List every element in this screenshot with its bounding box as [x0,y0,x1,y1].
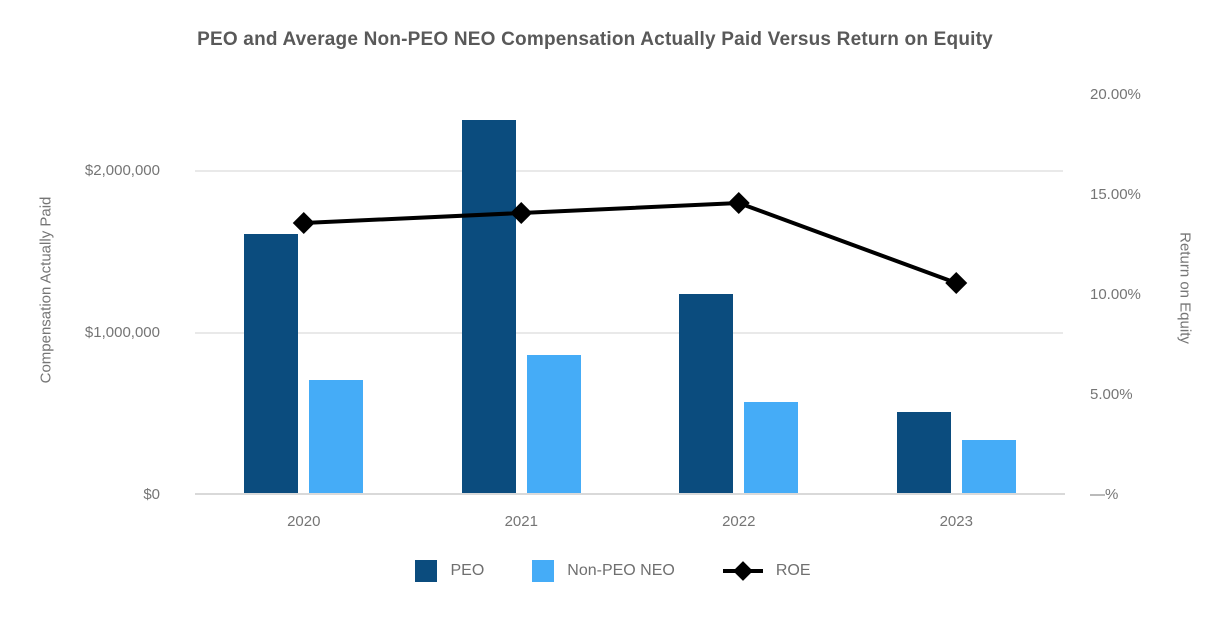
legend-label-peo: PEO [450,562,485,579]
bar-peo-2020 [244,233,299,493]
roe-marker-diamond-icon [732,561,753,581]
bar-peo-2022 [679,293,734,493]
non-peo-neo-swatch-icon [532,560,555,582]
left-axis-tick: $0 [143,486,160,503]
chart-title: PEO and Average Non-PEO NEO Compensation… [197,29,993,50]
right-axis-tick: 5.00% [1090,386,1133,403]
bar-peo-2023 [896,412,951,493]
right-axis-tick: 10.00% [1090,286,1141,303]
roe-point-2020 [292,212,315,234]
roe-point-2023 [945,272,968,294]
legend-label-non-peo-neo: Non-PEO NEO [567,562,675,579]
legend-item-roe: ROE [722,560,811,582]
roe-line-marker-icon [722,560,763,582]
roe-point-2022 [727,192,750,214]
bar-non-peo-neo-2022 [744,402,799,493]
right-axis-title: Return on Equity [1176,232,1194,344]
gridline [195,332,1063,334]
bar-peo-2021 [461,120,516,493]
peo-swatch-icon [415,560,438,582]
x-axis-label-2023: 2023 [939,513,973,530]
bar-non-peo-neo-2020 [309,379,364,493]
left-axis-title: Compensation Actually Paid [37,196,55,384]
plot-area [195,90,1065,495]
x-axis-label-2020: 2020 [287,513,321,530]
left-axis-tick: $1,000,000 [84,324,160,341]
right-axis-tick: 20.00% [1090,86,1141,103]
legend: PEO Non-PEO NEO ROE [0,560,1226,582]
bar-non-peo-neo-2021 [526,355,581,493]
legend-label-roe: ROE [775,562,811,579]
x-axis-label-2021: 2021 [504,513,538,530]
gridline [195,170,1063,172]
left-axis-tick: $2,000,000 [84,162,160,179]
bar-non-peo-neo-2023 [961,439,1016,493]
legend-item-peo: PEO [415,560,484,582]
legend-item-non-peo-neo: Non-PEO NEO [532,560,675,582]
right-axis-tick: —% [1090,486,1119,503]
x-axis-label-2022: 2022 [722,513,756,530]
right-axis-tick: 15.00% [1090,186,1141,203]
